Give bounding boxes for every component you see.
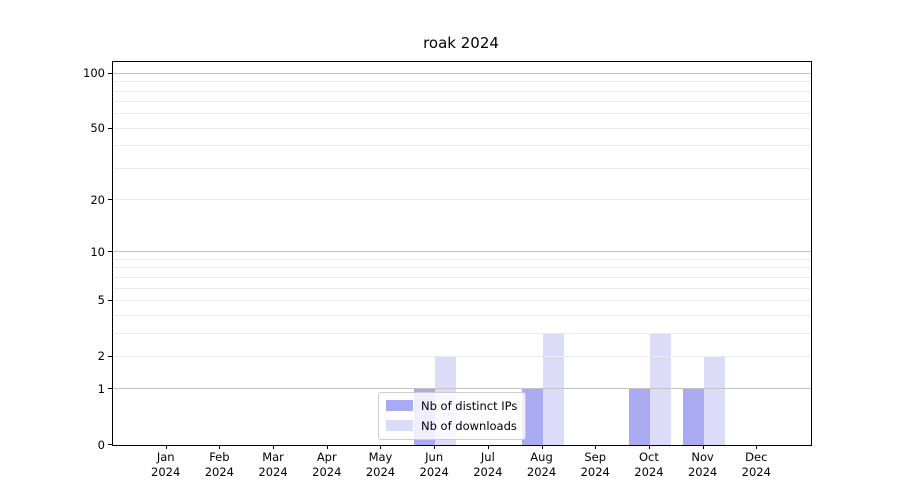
y-tick-label: 20 (90, 192, 105, 207)
bar-distinct-ips (628, 389, 650, 445)
y-tick-label: 0 (97, 437, 105, 452)
x-tick-label: Apr 2024 (312, 450, 342, 479)
y-tick-mark (108, 127, 112, 129)
y-tick-label: 1 (97, 381, 105, 396)
x-tick-label: Sep 2024 (580, 450, 610, 479)
x-tick-label: Feb 2024 (204, 450, 235, 479)
y-gridline-minor (113, 314, 811, 316)
y-gridline-minor (113, 267, 811, 269)
y-gridline-minor (113, 145, 811, 147)
y-gridline-minor (113, 276, 811, 278)
y-gridline-minor (113, 199, 811, 201)
legend-label-downloads: Nb of downloads (421, 418, 517, 433)
x-tick-label: Jul 2024 (473, 450, 503, 479)
y-gridline-minor (113, 101, 811, 103)
y-tick-label: 2 (97, 349, 105, 364)
x-tick-mark (487, 445, 489, 449)
legend: Nb of distinct IPs Nb of downloads (378, 392, 527, 440)
y-gridline-minor (113, 81, 811, 83)
y-tick-mark (108, 388, 112, 390)
x-tick-label: May 2024 (365, 450, 396, 479)
y-gridline-minor (113, 113, 811, 115)
y-gridline-minor (113, 332, 811, 334)
y-tick-mark (108, 251, 112, 253)
y-tick-label: 5 (97, 293, 105, 308)
x-tick-label: Aug 2024 (526, 450, 557, 479)
x-tick-mark (326, 445, 328, 449)
x-tick-label: Dec 2024 (741, 450, 771, 479)
y-gridline-minor (113, 167, 811, 169)
y-tick-mark (108, 299, 112, 301)
y-gridline-minor (113, 355, 811, 357)
x-tick-mark (595, 445, 597, 449)
x-tick-label: Mar 2024 (258, 450, 288, 479)
x-tick-mark (648, 445, 650, 449)
y-tick-label: 50 (90, 121, 105, 136)
x-tick-label: Jun 2024 (419, 450, 449, 479)
y-tick-mark (108, 355, 112, 357)
x-tick-mark (165, 445, 167, 449)
x-tick-label: Jan 2024 (151, 450, 181, 479)
y-gridline-major (113, 251, 811, 253)
x-tick-mark (273, 445, 275, 449)
legend-label-distinct-ips: Nb of distinct IPs (421, 398, 518, 413)
x-tick-label: Oct 2024 (634, 450, 664, 479)
legend-swatch-downloads (386, 420, 413, 431)
y-tick-label: 10 (90, 244, 105, 259)
y-gridline-minor (113, 90, 811, 92)
y-gridline-major (113, 388, 811, 390)
x-tick-mark (380, 445, 382, 449)
y-tick-label: 100 (83, 66, 105, 81)
x-tick-mark (756, 445, 758, 449)
y-gridline-minor (113, 258, 811, 260)
x-tick-label: Nov 2024 (687, 450, 718, 479)
plot-area (112, 61, 812, 446)
bar-downloads (703, 356, 725, 445)
y-tick-mark (108, 199, 112, 201)
x-tick-mark (702, 445, 704, 449)
x-tick-mark (541, 445, 543, 449)
y-gridline-major (113, 72, 811, 74)
legend-item-distinct-ips: Nb of distinct IPs (386, 398, 517, 413)
bar-distinct-ips (682, 389, 704, 445)
y-gridline-minor (113, 127, 811, 129)
y-tick-mark (108, 72, 112, 74)
legend-swatch-distinct-ips (386, 400, 413, 411)
legend-item-downloads: Nb of downloads (386, 418, 517, 433)
y-gridline-minor (113, 287, 811, 289)
x-tick-mark (219, 445, 221, 449)
y-tick-mark (108, 444, 112, 445)
x-tick-mark (434, 445, 436, 449)
chart-title: roak 2024 (423, 34, 499, 52)
bar-distinct-ips (521, 389, 543, 445)
y-gridline-minor (113, 299, 811, 301)
